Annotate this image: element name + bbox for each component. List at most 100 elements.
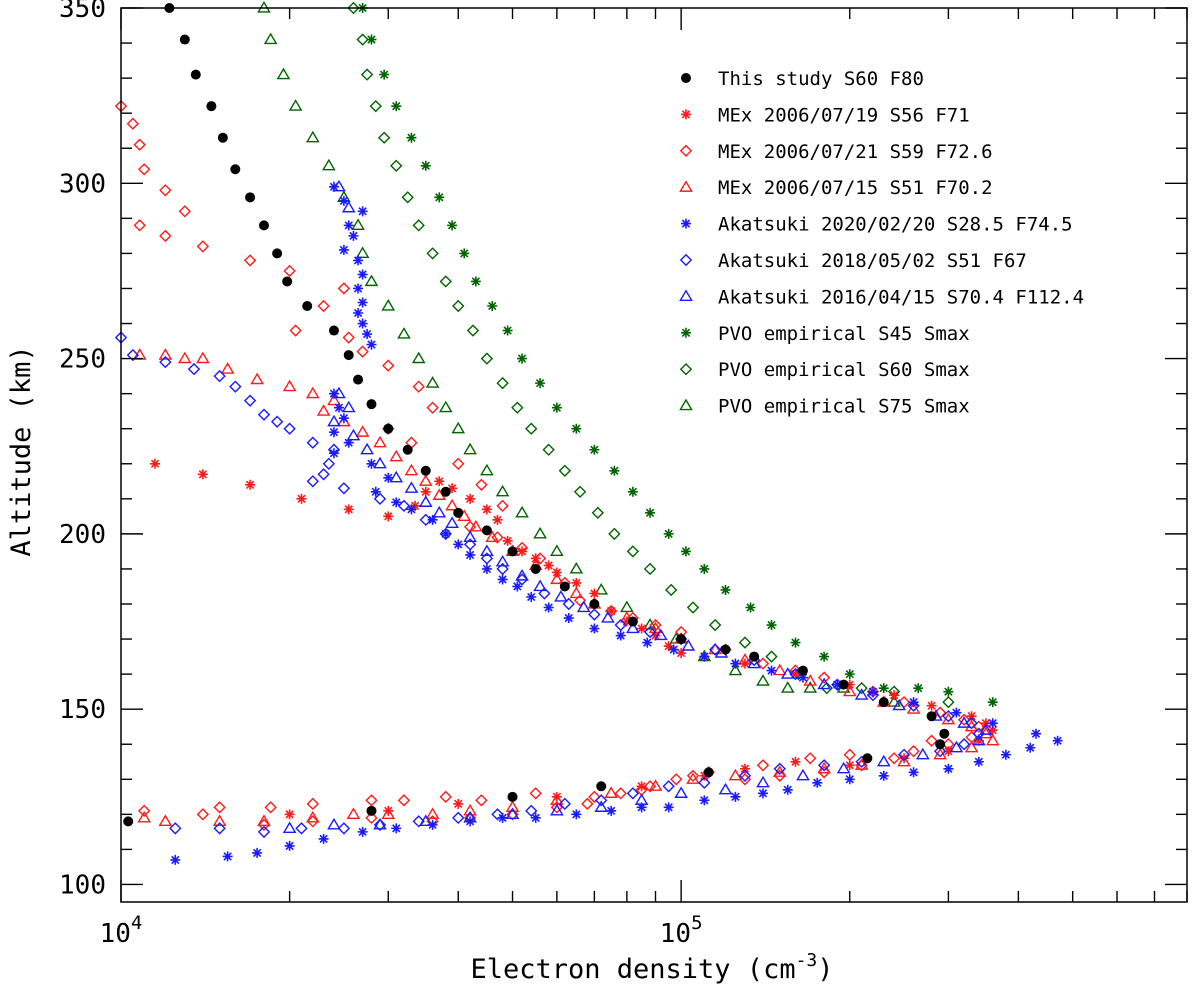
data-point xyxy=(819,651,830,662)
data-point xyxy=(668,644,679,655)
data-point xyxy=(739,763,750,774)
data-point xyxy=(440,486,451,497)
data-point xyxy=(569,561,584,574)
data-point xyxy=(137,810,152,823)
data-point xyxy=(343,504,354,515)
data-point xyxy=(404,463,419,476)
data-point xyxy=(257,408,271,421)
data-point xyxy=(925,734,938,747)
data-point xyxy=(614,787,627,800)
data-point xyxy=(554,590,568,602)
data-point xyxy=(550,801,564,814)
data-point xyxy=(526,591,537,602)
data-point xyxy=(133,138,146,151)
data-point xyxy=(382,359,395,372)
data-point xyxy=(648,779,663,791)
data-point xyxy=(987,697,998,708)
data-point xyxy=(855,681,868,695)
data-point xyxy=(866,688,880,702)
data-point xyxy=(418,474,433,486)
data-point xyxy=(213,822,226,835)
data-point xyxy=(451,421,466,434)
data-point xyxy=(765,650,778,663)
data-point xyxy=(606,805,617,816)
data-point xyxy=(551,791,562,802)
data-point xyxy=(397,327,411,339)
legend-entry: MEx 2006/07/19 S56 F71 xyxy=(681,104,970,126)
data-point xyxy=(720,644,731,655)
data-point xyxy=(230,164,241,175)
data-point xyxy=(338,244,349,255)
data-point xyxy=(844,679,855,690)
data-point xyxy=(282,276,293,287)
data-point xyxy=(790,669,801,680)
data-point xyxy=(257,825,271,839)
data-point xyxy=(594,582,609,595)
data-point xyxy=(276,67,291,80)
data-point xyxy=(615,630,626,641)
data-point xyxy=(782,784,793,795)
data-point xyxy=(588,608,601,621)
data-point xyxy=(502,325,513,336)
data-point xyxy=(965,717,978,730)
data-point xyxy=(1052,735,1063,746)
data-point xyxy=(406,504,417,515)
data-point xyxy=(530,563,541,574)
data-point xyxy=(817,677,831,690)
data-point xyxy=(907,699,920,712)
data-point xyxy=(626,787,640,800)
data-point xyxy=(957,738,971,751)
data-point xyxy=(481,525,492,536)
data-point xyxy=(571,423,582,434)
data-point xyxy=(897,754,911,767)
data-point xyxy=(636,623,647,634)
data-point xyxy=(452,811,465,825)
data-point xyxy=(366,34,377,45)
data-point xyxy=(796,768,810,781)
data-point xyxy=(420,486,431,497)
data-point xyxy=(348,230,359,241)
data-point xyxy=(973,735,984,746)
data-point xyxy=(533,552,547,565)
data-point xyxy=(360,68,374,81)
data-point xyxy=(972,733,986,746)
data-point xyxy=(356,345,369,358)
data-point xyxy=(780,681,795,693)
data-point xyxy=(327,817,341,830)
data-point xyxy=(270,415,284,428)
legend-marker xyxy=(681,327,691,338)
data-point xyxy=(257,818,271,832)
data-point xyxy=(957,716,971,728)
data-point xyxy=(756,674,770,686)
data-point xyxy=(964,740,979,753)
series-9 xyxy=(347,1,955,709)
data-point xyxy=(391,101,402,112)
data-point xyxy=(377,131,391,144)
data-point xyxy=(703,767,714,778)
data-point xyxy=(485,530,500,543)
data-point xyxy=(222,851,233,862)
data-point xyxy=(328,181,339,192)
data-point xyxy=(887,752,901,765)
data-point xyxy=(720,584,731,595)
legend-label: Akatsuki 2020/02/20 S28.5 F74.5 xyxy=(718,214,1073,236)
data-point xyxy=(206,101,217,112)
data-point xyxy=(179,34,190,45)
legend-label: Akatsuki 2018/05/02 S51 F67 xyxy=(718,250,1027,272)
data-point xyxy=(318,833,329,844)
data-point xyxy=(1000,749,1011,760)
data-point xyxy=(178,205,192,218)
data-point xyxy=(505,807,520,819)
data-point xyxy=(332,179,346,192)
data-point xyxy=(596,781,607,792)
data-point xyxy=(328,325,339,336)
data-point xyxy=(470,276,481,287)
data-point xyxy=(365,811,378,825)
legend-entry: MEx 2006/07/15 S51 F70.2 xyxy=(679,177,993,199)
data-point xyxy=(158,814,173,826)
data-point xyxy=(497,574,508,585)
data-point xyxy=(747,656,761,669)
data-point xyxy=(591,506,605,520)
data-point xyxy=(317,468,330,481)
data-point xyxy=(406,132,417,143)
